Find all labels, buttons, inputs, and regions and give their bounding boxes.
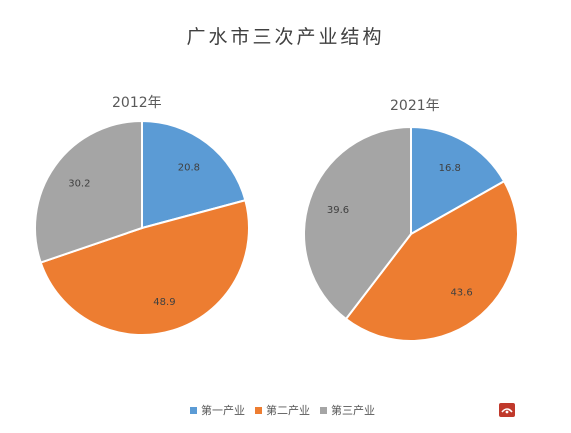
data-label-2012-primary: 20.8 [178,162,200,173]
data-label-2021-tertiary: 39.6 [327,205,349,216]
legend-item-primary: 第一产业 [190,402,245,418]
data-label-2012-tertiary: 30.2 [68,179,90,190]
data-label-2021-secondary: 43.6 [450,288,472,299]
legend-item-tertiary: 第三产业 [320,402,375,418]
pie-title-2012: 2012年 [112,95,162,111]
data-label-2012-secondary: 48.9 [153,297,175,308]
legend-label-tertiary: 第三产业 [331,404,375,417]
pie-slice-2021-tertiary [303,125,412,321]
pie-title-2021: 2021年 [390,98,440,114]
pie-slice-2012-secondary [39,198,250,336]
watermark-logo-icon [499,403,515,417]
legend-swatch-secondary [255,406,262,414]
pie-slice-2021-primary [410,125,506,236]
legend-swatch-primary [190,406,197,414]
pie-slice-2012-primary [141,119,247,230]
legend-item-secondary: 第二产业 [255,402,310,418]
legend-label-primary: 第一产业 [201,404,245,417]
legend-label-secondary: 第二产业 [266,404,310,417]
data-label-2021-primary: 16.8 [439,163,461,174]
chart-title: 广水市三次产业结构 [186,26,385,48]
legend-swatch-tertiary [320,406,327,414]
pie-slice-2012-tertiary [34,119,143,264]
pie-slice-2021-secondary [344,179,519,342]
legend: 第一产业 第二产业 第三产业 [190,402,375,418]
